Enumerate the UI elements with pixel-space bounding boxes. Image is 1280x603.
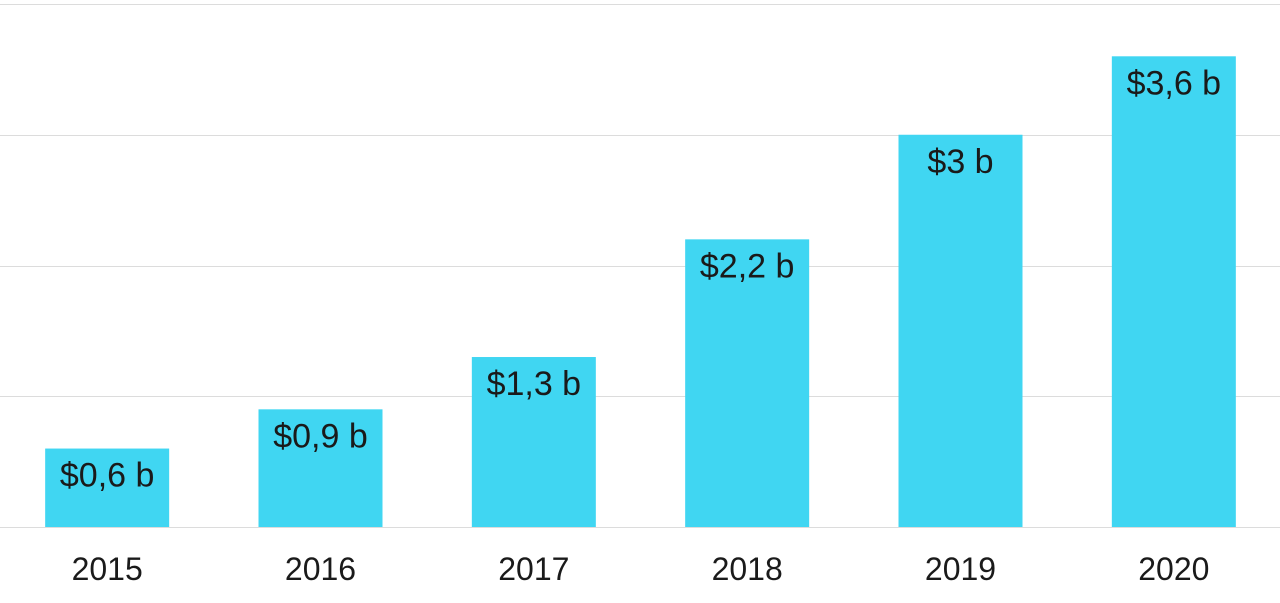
bar-2020 — [1111, 56, 1236, 528]
gridlines — [0, 4, 1280, 528]
x-tick-label-2016: 2016 — [285, 551, 356, 587]
x-tick-label-2019: 2019 — [925, 551, 996, 587]
bar-2017 — [471, 357, 596, 527]
data-label-2019: $3 b — [927, 143, 993, 181]
bar-2015 — [45, 448, 170, 527]
x-tick-label-2015: 2015 — [72, 551, 143, 587]
data-label-2020: $3,6 b — [1127, 64, 1222, 102]
data-label-2015: $0,6 b — [60, 457, 155, 495]
x-axis-tick-labels: 2015 2016 2017 2018 2019 2020 — [72, 551, 1210, 587]
data-labels: $0,6 b $0,9 b $1,3 b $2,2 b $3 b $3,6 b — [60, 64, 1221, 494]
data-label-2018: $2,2 b — [700, 247, 795, 285]
data-label-2016: $0,9 b — [273, 417, 368, 455]
x-tick-label-2017: 2017 — [498, 551, 569, 587]
data-label-2017: $1,3 b — [487, 365, 582, 403]
bar-2018 — [685, 239, 810, 527]
bars — [45, 56, 1236, 528]
x-tick-label-2020: 2020 — [1138, 551, 1209, 587]
bar-2019 — [898, 134, 1023, 527]
x-tick-label-2018: 2018 — [712, 551, 783, 587]
bar-2016 — [258, 409, 383, 527]
